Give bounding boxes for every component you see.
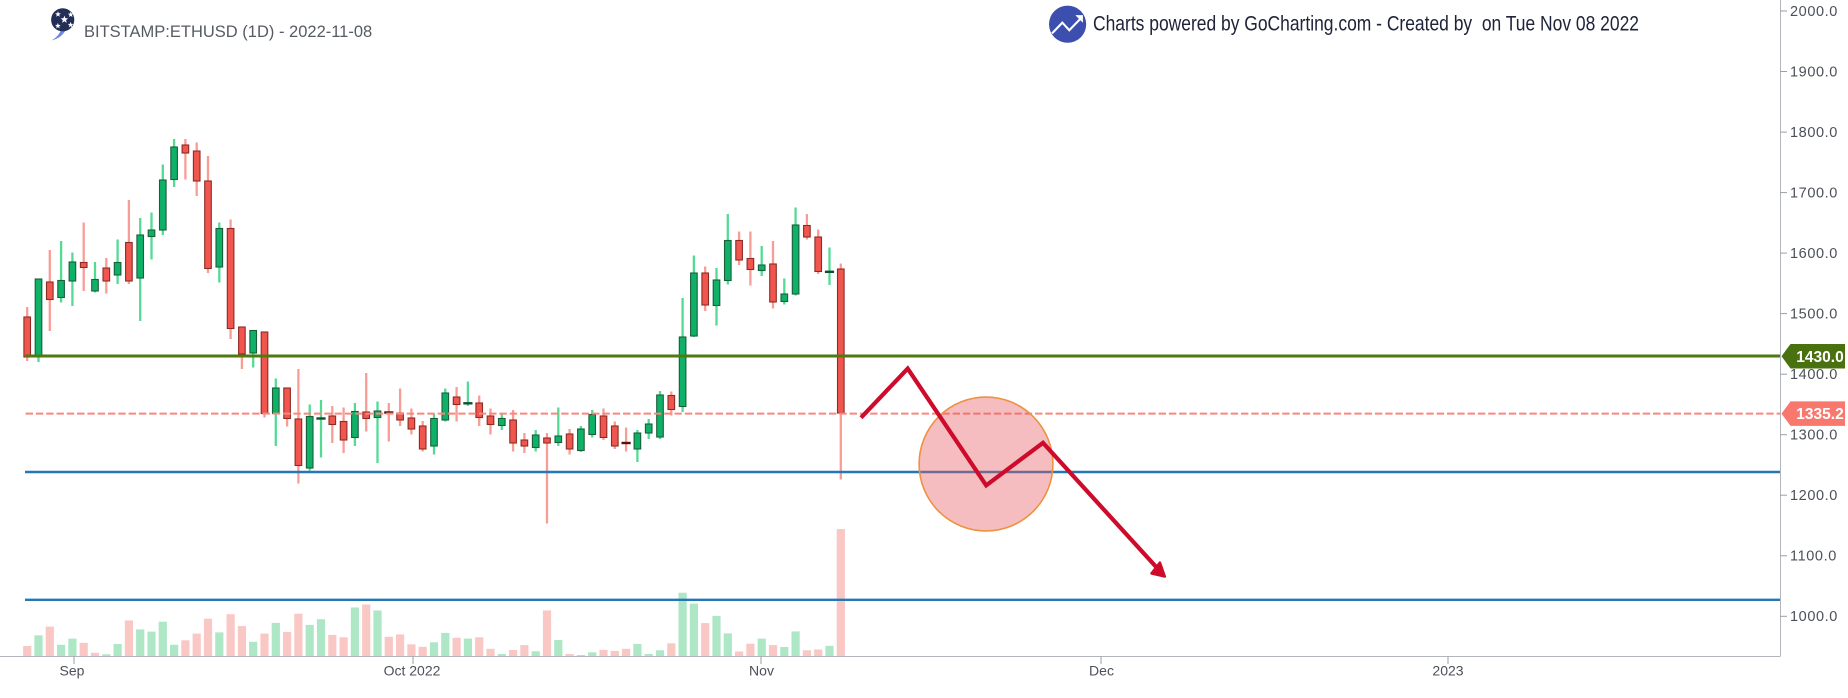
svg-text:1800.0: 1800.0	[1790, 125, 1838, 141]
svg-text:1430.0: 1430.0	[1796, 349, 1843, 366]
svg-text:Oct 2022: Oct 2022	[384, 663, 441, 679]
svg-text:Sep: Sep	[60, 663, 85, 679]
svg-text:1700.0: 1700.0	[1790, 186, 1838, 202]
svg-text:2000.0: 2000.0	[1790, 4, 1838, 20]
svg-text:1335.2: 1335.2	[1796, 406, 1843, 423]
svg-text:1100.0: 1100.0	[1790, 549, 1837, 565]
svg-text:1600.0: 1600.0	[1790, 246, 1838, 262]
svg-text:1900.0: 1900.0	[1790, 64, 1838, 80]
svg-text:Dec: Dec	[1089, 663, 1114, 679]
svg-text:1500.0: 1500.0	[1790, 307, 1838, 323]
svg-text:1300.0: 1300.0	[1790, 428, 1838, 444]
svg-text:2023: 2023	[1432, 663, 1463, 679]
svg-text:1000.0: 1000.0	[1790, 609, 1838, 625]
svg-text:1200.0: 1200.0	[1790, 488, 1838, 504]
svg-text:1400.0: 1400.0	[1790, 367, 1838, 383]
svg-text:Nov: Nov	[749, 663, 774, 679]
svg-text:Charts powered by GoCharting.c: Charts powered by GoCharting.com - Creat…	[1093, 13, 1639, 36]
svg-text:BITSTAMP:ETHUSD (1D) - 2022-11: BITSTAMP:ETHUSD (1D) - 2022-11-08	[84, 23, 372, 41]
